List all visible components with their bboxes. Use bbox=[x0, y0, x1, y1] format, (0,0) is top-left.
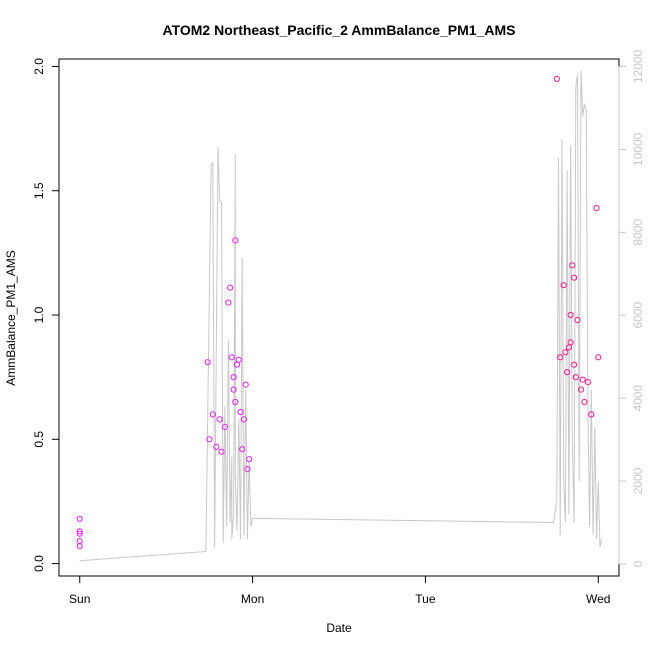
data-point bbox=[76, 538, 83, 545]
x-axis-label: Date bbox=[326, 621, 352, 635]
data-point bbox=[216, 416, 223, 423]
plot-frame bbox=[58, 58, 620, 577]
data-point bbox=[228, 354, 235, 361]
x-axis: Sun Mon Tue Wed bbox=[69, 575, 610, 606]
secondary-series-line bbox=[79, 70, 603, 562]
data-point bbox=[557, 354, 564, 361]
data-point bbox=[221, 423, 228, 430]
data-point bbox=[588, 411, 595, 418]
y2-tick-label: 4000 bbox=[631, 384, 645, 411]
data-point bbox=[584, 379, 592, 386]
data-point bbox=[225, 299, 232, 306]
data-point bbox=[560, 282, 567, 289]
y2-tick-label: 12000 bbox=[631, 49, 645, 83]
data-point bbox=[562, 349, 569, 356]
x-tick-label: Tue bbox=[415, 592, 436, 606]
data-point bbox=[230, 374, 237, 381]
data-point bbox=[579, 376, 586, 383]
data-point bbox=[567, 339, 574, 346]
y-axis-label: AmmBalance_PM1_AMS bbox=[4, 250, 18, 385]
y2-tick-label: 8000 bbox=[631, 219, 645, 246]
y-tick-label: 1.0 bbox=[32, 306, 46, 323]
data-point bbox=[237, 408, 244, 416]
data-point bbox=[230, 386, 237, 393]
data-point bbox=[577, 386, 585, 393]
y-tick-label: 0.5 bbox=[32, 431, 46, 448]
x-tick-label: Mon bbox=[241, 592, 264, 606]
data-point bbox=[593, 205, 600, 212]
data-point bbox=[235, 356, 242, 363]
data-point bbox=[564, 369, 571, 376]
secondary-y-axis: 0 2000 4000 6000 8000 10000 12000 bbox=[618, 49, 645, 567]
data-point bbox=[206, 436, 213, 443]
y2-tick-label: 0 bbox=[631, 560, 645, 567]
y2-tick-label: 10000 bbox=[631, 132, 645, 166]
data-point bbox=[569, 262, 576, 269]
data-point bbox=[76, 530, 83, 537]
data-point bbox=[76, 543, 83, 550]
data-point bbox=[581, 398, 588, 406]
data-point bbox=[218, 448, 225, 455]
data-point bbox=[232, 237, 239, 244]
y2-tick-label: 2000 bbox=[631, 467, 645, 494]
y-axis: 0.0 0.5 1.0 1.5 2.0 bbox=[32, 58, 60, 572]
data-point bbox=[246, 456, 253, 463]
data-point bbox=[567, 311, 574, 319]
series-line-path bbox=[79, 70, 603, 562]
data-point bbox=[239, 446, 246, 453]
data-point bbox=[76, 515, 83, 522]
data-point bbox=[571, 361, 578, 368]
data-point bbox=[595, 354, 602, 361]
y-tick-label: 0.0 bbox=[32, 555, 46, 572]
data-point bbox=[242, 381, 249, 388]
y2-tick-label: 6000 bbox=[631, 302, 645, 329]
data-point bbox=[240, 416, 247, 423]
data-point bbox=[574, 316, 581, 324]
data-point bbox=[244, 466, 251, 473]
x-tick-label: Sun bbox=[69, 592, 90, 606]
data-point bbox=[571, 274, 578, 281]
data-point bbox=[213, 443, 220, 450]
data-point bbox=[553, 75, 560, 83]
points-layer bbox=[76, 75, 602, 550]
data-point bbox=[209, 411, 216, 418]
data-point bbox=[232, 398, 239, 406]
y-tick-label: 1.5 bbox=[32, 182, 46, 199]
data-point bbox=[227, 284, 234, 291]
data-point bbox=[204, 359, 211, 366]
y-tick-label: 2.0 bbox=[32, 58, 46, 75]
chart-title: ATOM2 Northeast_Pacific_2 AmmBalance_PM1… bbox=[163, 22, 516, 38]
data-point bbox=[572, 374, 579, 381]
data-point bbox=[76, 528, 83, 535]
x-tick-label: Wed bbox=[586, 592, 610, 606]
